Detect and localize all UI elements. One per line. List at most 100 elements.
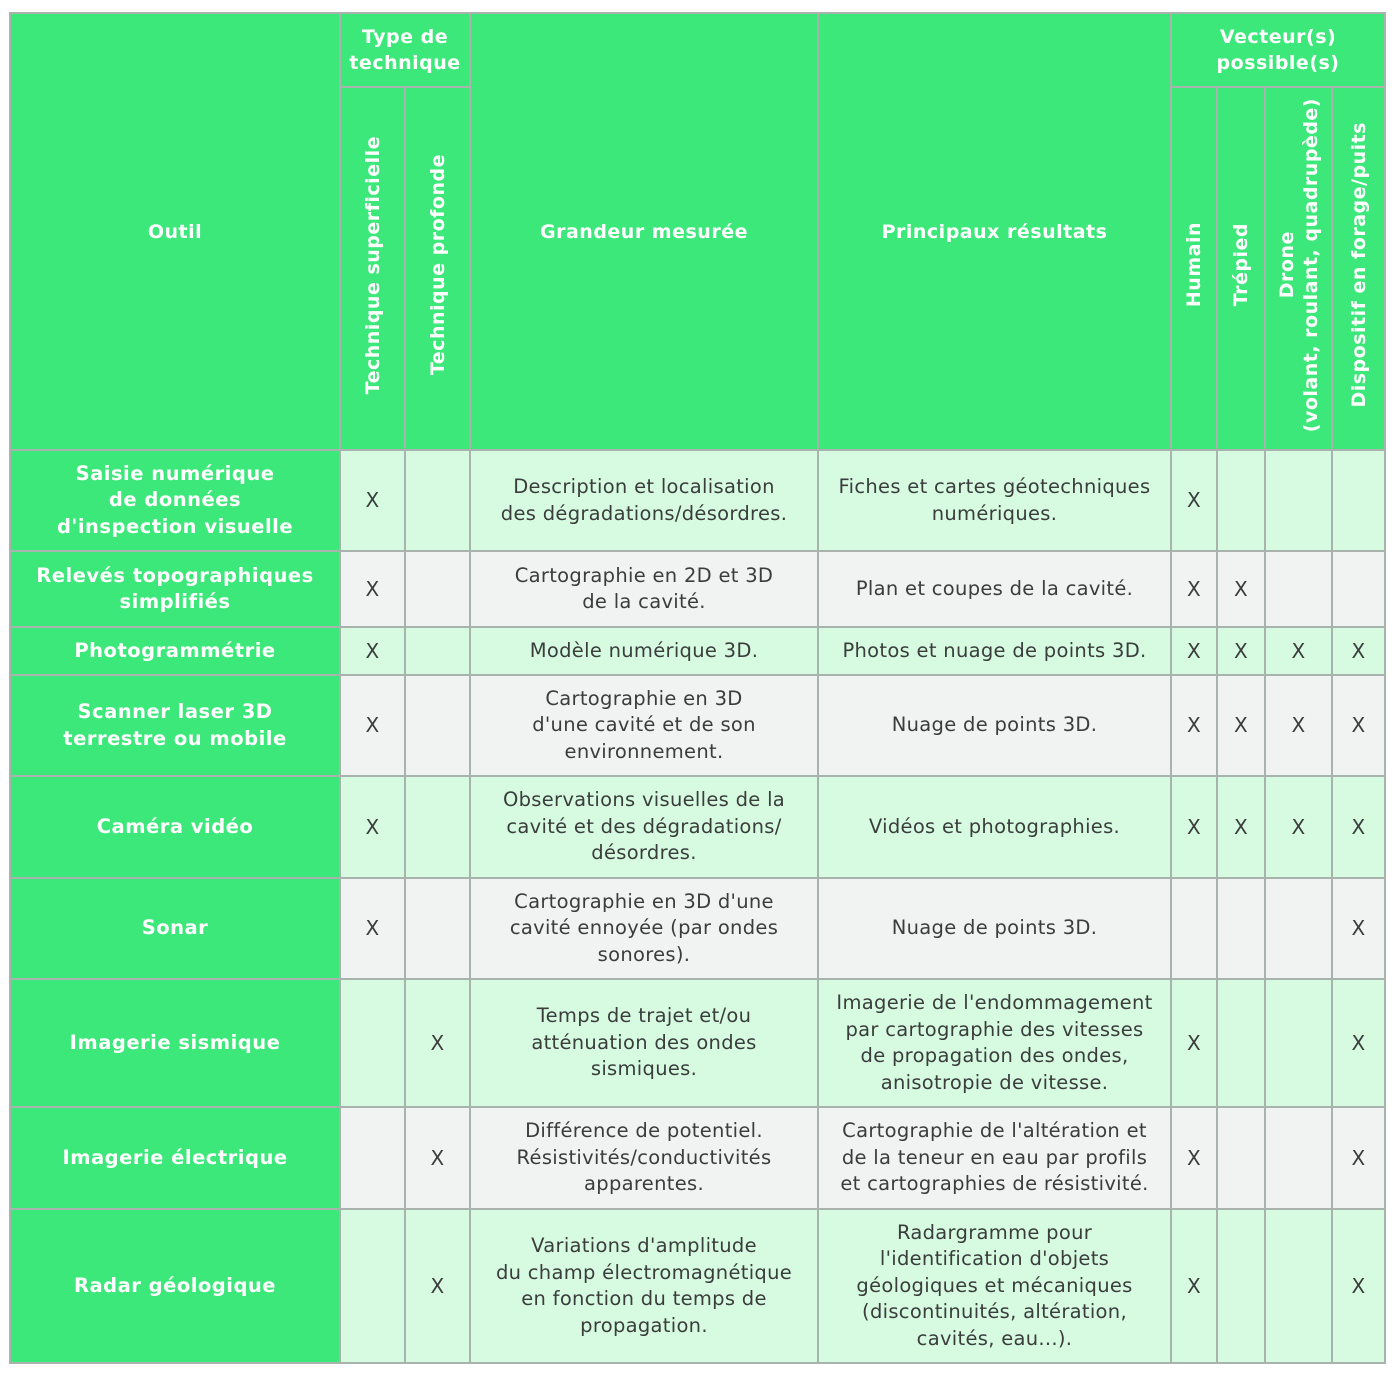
mark-humain: X bbox=[1170, 775, 1218, 879]
mark-drone: X bbox=[1264, 626, 1333, 676]
mark-forage: X bbox=[1330, 626, 1387, 676]
resultats-cell: Nuage de points 3D. bbox=[817, 877, 1172, 980]
resultats-cell: Cartographie de l'altération et de la te… bbox=[817, 1106, 1172, 1210]
mark-prof: X bbox=[404, 1106, 471, 1210]
tool-name: Imagerie sismique bbox=[9, 978, 341, 1108]
mark-trepied bbox=[1216, 1208, 1266, 1364]
resultats-cell: Imagerie de l'endommagement par cartogra… bbox=[817, 978, 1172, 1108]
grandeur-cell: Description et localisation des dégradat… bbox=[469, 449, 819, 552]
resultats-cell: Nuage de points 3D. bbox=[817, 674, 1172, 777]
mark-sup bbox=[339, 1106, 406, 1210]
resultats-cell: Vidéos et photographies. bbox=[817, 775, 1172, 879]
mark-drone bbox=[1264, 1208, 1333, 1364]
mark-prof: X bbox=[404, 1208, 471, 1364]
mark-sup: X bbox=[339, 775, 406, 879]
mark-forage: X bbox=[1330, 1208, 1387, 1364]
mark-drone: X bbox=[1264, 775, 1333, 879]
mark-trepied bbox=[1216, 1106, 1266, 1210]
mark-drone bbox=[1264, 978, 1333, 1108]
header-grandeur: Grandeur mesurée bbox=[469, 12, 819, 451]
table-row: Scanner laser 3D terrestre ou mobile X Car… bbox=[9, 674, 1387, 777]
grandeur-cell: Temps de trajet et/ou atténuation des on… bbox=[469, 978, 819, 1108]
table-row: Caméra vidéo X Observations visuelles de l… bbox=[9, 775, 1387, 879]
table-row: Sonar X Cartographie en 3D d'une cavité en… bbox=[9, 877, 1387, 980]
table-row: Imagerie sismique X Temps de trajet et/ou … bbox=[9, 978, 1387, 1108]
mark-trepied: X bbox=[1216, 550, 1266, 628]
header-trepied: Trépied bbox=[1216, 86, 1266, 451]
table-row: Saisie numérique de données d'inspection… bbox=[9, 449, 1387, 552]
mark-prof bbox=[404, 775, 471, 879]
mark-forage: X bbox=[1330, 674, 1387, 777]
mark-sup: X bbox=[339, 550, 406, 628]
header-resultats: Principaux résultats bbox=[817, 12, 1172, 451]
mark-drone bbox=[1264, 449, 1333, 552]
resultats-cell: Radargramme pour l'identification d'obje… bbox=[817, 1208, 1172, 1364]
grandeur-cell: Cartographie en 2D et 3D de la cavité. bbox=[469, 550, 819, 628]
table-row: Relevés topographiques simplifiés X Cartog… bbox=[9, 550, 1387, 628]
header-humain: Humain bbox=[1170, 86, 1218, 451]
mark-forage: X bbox=[1330, 775, 1387, 879]
mark-forage: X bbox=[1330, 1106, 1387, 1210]
mark-forage: X bbox=[1330, 877, 1387, 980]
table-row: Photogrammétrie X Modèle numérique 3D. Phot… bbox=[9, 626, 1387, 676]
table-row: Imagerie électrique X Différence de potent… bbox=[9, 1106, 1387, 1210]
mark-sup: X bbox=[339, 674, 406, 777]
mark-forage bbox=[1330, 449, 1387, 552]
header-forage: Dispositif en forage/puits bbox=[1330, 86, 1387, 451]
tool-name: Sonar bbox=[9, 877, 341, 980]
mark-humain bbox=[1170, 877, 1218, 980]
mark-trepied bbox=[1216, 449, 1266, 552]
tool-name: Imagerie électrique bbox=[9, 1106, 341, 1210]
mark-drone bbox=[1264, 1106, 1333, 1210]
mark-humain: X bbox=[1170, 1208, 1218, 1364]
mark-sup: X bbox=[339, 877, 406, 980]
header-outil: Outil bbox=[9, 12, 341, 451]
header-type-technique: Type de technique bbox=[339, 12, 471, 88]
grandeur-cell: Variations d'amplitude du champ électrom… bbox=[469, 1208, 819, 1364]
mark-humain: X bbox=[1170, 550, 1218, 628]
resultats-cell: Photos et nuage de points 3D. bbox=[817, 626, 1172, 676]
mark-prof: X bbox=[404, 978, 471, 1108]
mark-trepied: X bbox=[1216, 626, 1266, 676]
resultats-cell: Fiches et cartes géotechniques numérique… bbox=[817, 449, 1172, 552]
mark-prof bbox=[404, 550, 471, 628]
mark-forage bbox=[1330, 550, 1387, 628]
mark-humain: X bbox=[1170, 626, 1218, 676]
mark-humain: X bbox=[1170, 978, 1218, 1108]
grandeur-cell: Observations visuelles de la cavité et d… bbox=[469, 775, 819, 879]
mark-prof bbox=[404, 877, 471, 980]
header-vecteurs: Vecteur(s) possible(s) bbox=[1169, 12, 1387, 88]
mark-drone: X bbox=[1264, 674, 1333, 777]
grandeur-cell: Cartographie en 3D d'une cavité ennoyée … bbox=[469, 877, 819, 980]
grandeur-cell: Différence de potentiel. Résistivités/co… bbox=[469, 1106, 819, 1210]
mark-sup: X bbox=[339, 449, 406, 552]
mark-trepied: X bbox=[1216, 674, 1266, 777]
mark-trepied bbox=[1216, 978, 1266, 1108]
tool-name: Radar géologique bbox=[9, 1208, 341, 1364]
mark-sup bbox=[339, 978, 406, 1108]
mark-sup: X bbox=[339, 626, 406, 676]
tool-name: Relevés topographiques simplifiés bbox=[9, 550, 341, 628]
mark-prof bbox=[404, 449, 471, 552]
tool-name: Caméra vidéo bbox=[9, 775, 341, 879]
tool-name: Scanner laser 3D terrestre ou mobile bbox=[9, 674, 341, 777]
mark-humain: X bbox=[1170, 674, 1218, 777]
mark-humain: X bbox=[1170, 1106, 1218, 1210]
mark-prof bbox=[404, 626, 471, 676]
header-profonde: Technique profonde bbox=[404, 86, 471, 451]
tools-table: Outil Type de technique Grandeur mesurée… bbox=[9, 12, 1387, 1364]
mark-trepied bbox=[1216, 877, 1266, 980]
grandeur-cell: Modèle numérique 3D. bbox=[469, 626, 819, 676]
header-superficielle: Technique superficielle bbox=[339, 86, 406, 451]
tool-name: Saisie numérique de données d'inspection… bbox=[9, 449, 341, 552]
resultats-cell: Plan et coupes de la cavité. bbox=[817, 550, 1172, 628]
mark-sup bbox=[339, 1208, 406, 1364]
mark-humain: X bbox=[1170, 449, 1218, 552]
mark-drone bbox=[1264, 550, 1333, 628]
mark-trepied: X bbox=[1216, 775, 1266, 879]
mark-drone bbox=[1264, 877, 1333, 980]
header-drone: Drone (volant, roulant, quadrupède) bbox=[1264, 86, 1333, 451]
table-row: Radar géologique X Variations d'amplitude … bbox=[9, 1208, 1387, 1364]
grandeur-cell: Cartographie en 3D d'une cavité et de so… bbox=[469, 674, 819, 777]
mark-forage: X bbox=[1330, 978, 1387, 1108]
